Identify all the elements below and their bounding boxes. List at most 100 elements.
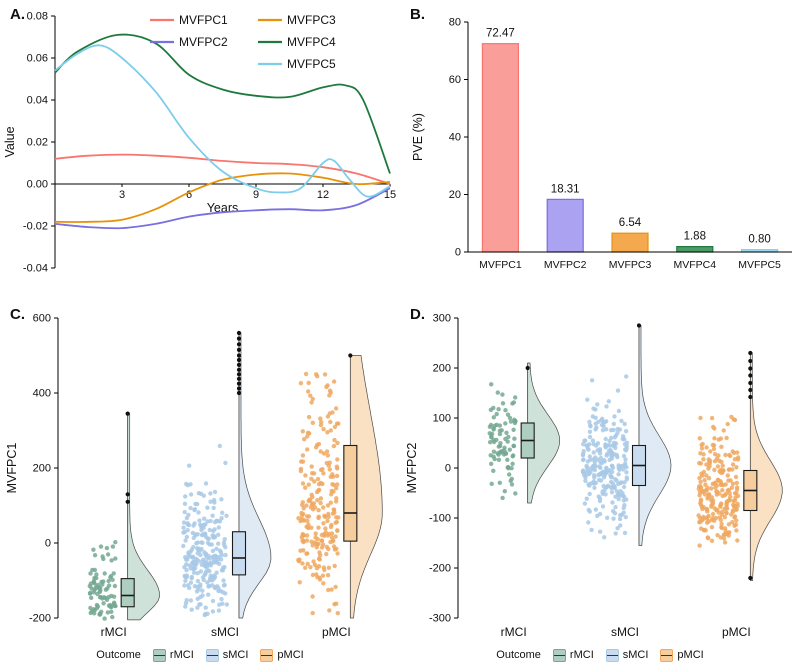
a-x-tick: 6 <box>186 189 192 201</box>
b-x-tick-MVFPC1: MVFPC1 <box>479 259 522 271</box>
D-y-tick: -200 <box>429 563 451 575</box>
C-outlier-pMCI <box>348 353 353 358</box>
D-x-tick-sMCI: sMCI <box>611 625 639 639</box>
b-bar-value-MVFPC5: 0.80 <box>748 234 770 246</box>
panel-b-bar-chart: 0 20 40 60 80 PVE (%) 72.47 MVFPC1 18.31 MVFPC2 6.… <box>411 17 792 271</box>
C-outlier-sMCI <box>236 353 242 358</box>
C-outlier-sMCI <box>236 376 242 381</box>
panel-b-label: B. <box>410 6 425 23</box>
C-violin-rMCI <box>127 413 160 621</box>
panel-a-label: A. <box>10 6 25 23</box>
b-bar-value-MVFPC1: 72.47 <box>486 28 515 40</box>
C-x-tick-rMCI: rMCI <box>101 625 127 639</box>
b-y-tick: 0 <box>455 247 461 259</box>
a-series-MVFPC3 <box>54 172 391 223</box>
a-y-tick: 0.08 <box>27 11 48 23</box>
a-x-tick: 3 <box>119 189 125 201</box>
a-y-tick: 0.04 <box>27 95 48 107</box>
legend-label-pMCI: pMCI <box>277 649 304 661</box>
C-violin-pMCI <box>349 355 383 619</box>
C-outlier-sMCI <box>236 381 242 386</box>
a-series-MVFPC1 <box>54 153 391 185</box>
legend-item-sMCI: sMCI <box>205 648 249 662</box>
a-y-tick: 0.02 <box>27 137 48 149</box>
C-y-tick: 400 <box>33 388 51 400</box>
a-legend-label-MVFPC2: MVFPC2 <box>179 35 228 49</box>
panel-c-raincloud-chart: 600 400 200 0 -200 MVFPC1 rMCI sMCI pMCI <box>5 313 383 639</box>
b-y-axis-title: PVE (%) <box>411 113 425 161</box>
b-bar-MVFPC1 <box>481 43 520 253</box>
C-outlier-rMCI <box>125 411 130 416</box>
legend-label-sMCI: sMCI <box>222 649 249 661</box>
panel-c-label: C. <box>10 306 25 323</box>
D-x-tick-rMCI: rMCI <box>501 625 527 639</box>
legend-swatch-pMCI <box>260 648 274 662</box>
legend-label-rMCI: rMCI <box>569 649 594 661</box>
a-x-tick: 15 <box>384 189 396 201</box>
D-outlier-rMCI <box>525 365 530 371</box>
legend-swatch-sMCI <box>605 648 619 662</box>
C-outlier-sMCI <box>236 357 242 363</box>
b-bar-value-MVFPC2: 18.31 <box>551 183 580 195</box>
D-violin-pMCI <box>749 352 783 581</box>
a-legend-label-MVFPC3: MVFPC3 <box>287 13 336 27</box>
D-outlier-pMCI <box>748 394 753 400</box>
legend-item-sMCI: sMCI <box>605 648 648 662</box>
a-x-tick: 9 <box>253 189 259 201</box>
C-x-tick-sMCI: sMCI <box>211 625 239 639</box>
panel-c-legend: Outcome rMCI sMCI pMCI <box>0 642 400 668</box>
a-legend-label-MVFPC4: MVFPC4 <box>287 35 336 49</box>
D-outlier-pMCI <box>748 373 753 378</box>
D-outlier-pMCI <box>748 358 753 364</box>
a-y-tick: -0.04 <box>23 263 48 275</box>
C-violin-sMCI <box>238 332 272 619</box>
C-x-tick-pMCI: pMCI <box>322 625 351 639</box>
C-box-pMCI <box>343 444 358 542</box>
D-outlier-pMCI <box>748 350 753 356</box>
a-series-MVFPC4 <box>54 33 391 174</box>
a-y-tick: 0.00 <box>27 179 48 191</box>
b-bar-MVFPC3 <box>611 232 649 253</box>
legend-title: Outcome <box>496 649 541 661</box>
D-y-tick: -100 <box>429 513 451 525</box>
panel-d-label: D. <box>410 306 425 323</box>
b-y-tick: 80 <box>449 17 461 29</box>
panel-a: A. 0.08 0.06 0.04 0.02 0.00 -0.02 -0.04 3 6 9 12 15… <box>0 0 400 300</box>
C-outlier-sMCI <box>236 367 242 372</box>
D-y-tick: 100 <box>433 413 451 425</box>
legend-swatch-sMCI <box>205 648 219 662</box>
C-outlier-sMCI <box>236 330 242 336</box>
legend-label-pMCI: pMCI <box>677 649 704 661</box>
C-outlier-sMCI <box>236 342 242 347</box>
a-series-MVFPC2 <box>54 187 391 230</box>
a-y-tick: -0.02 <box>23 221 48 233</box>
D-y-axis-title: MVFPC2 <box>405 443 419 494</box>
D-outlier-pMCI <box>748 387 753 393</box>
D-outlier-pMCI <box>748 380 753 386</box>
panel-a-line-chart: 0.080.060.040.020.00-0.02-0.043 6 9 12 15Yea… <box>3 11 396 275</box>
a-legend-label-MVFPC5: MVFPC5 <box>287 57 336 71</box>
b-x-tick-MVFPC5: MVFPC5 <box>738 259 781 271</box>
panel-d-legend: Outcome rMCI sMCI pMCI <box>400 642 800 668</box>
C-y-tick: 200 <box>33 463 51 475</box>
b-y-tick: 40 <box>449 132 461 144</box>
b-bar-MVFPC4 <box>676 245 714 253</box>
panel-d-raincloud-chart: 300 200 100 0 -100 -200 -300 MVFPC2 rMCI sMCI pMCI <box>405 313 783 639</box>
b-x-tick-MVFPC3: MVFPC3 <box>609 259 652 271</box>
b-bar-MVFPC2 <box>546 198 584 253</box>
C-outlier-sMCI <box>236 347 242 352</box>
C-box-sMCI <box>231 531 247 576</box>
b-x-tick-MVFPC4: MVFPC4 <box>674 259 717 271</box>
a-y-tick: 0.06 <box>27 53 48 65</box>
D-y-tick: 200 <box>433 363 451 375</box>
b-y-tick: 20 <box>449 189 461 201</box>
D-y-tick: -300 <box>429 613 451 625</box>
C-outlier-sMCI <box>236 336 242 341</box>
C-outlier-sMCI <box>236 362 242 367</box>
C-y-tick: -200 <box>29 613 51 625</box>
legend-item-pMCI: pMCI <box>660 648 704 662</box>
legend-swatch-pMCI <box>660 648 674 662</box>
C-y-tick: 0 <box>45 538 51 550</box>
legend-swatch-rMCI <box>552 648 566 662</box>
